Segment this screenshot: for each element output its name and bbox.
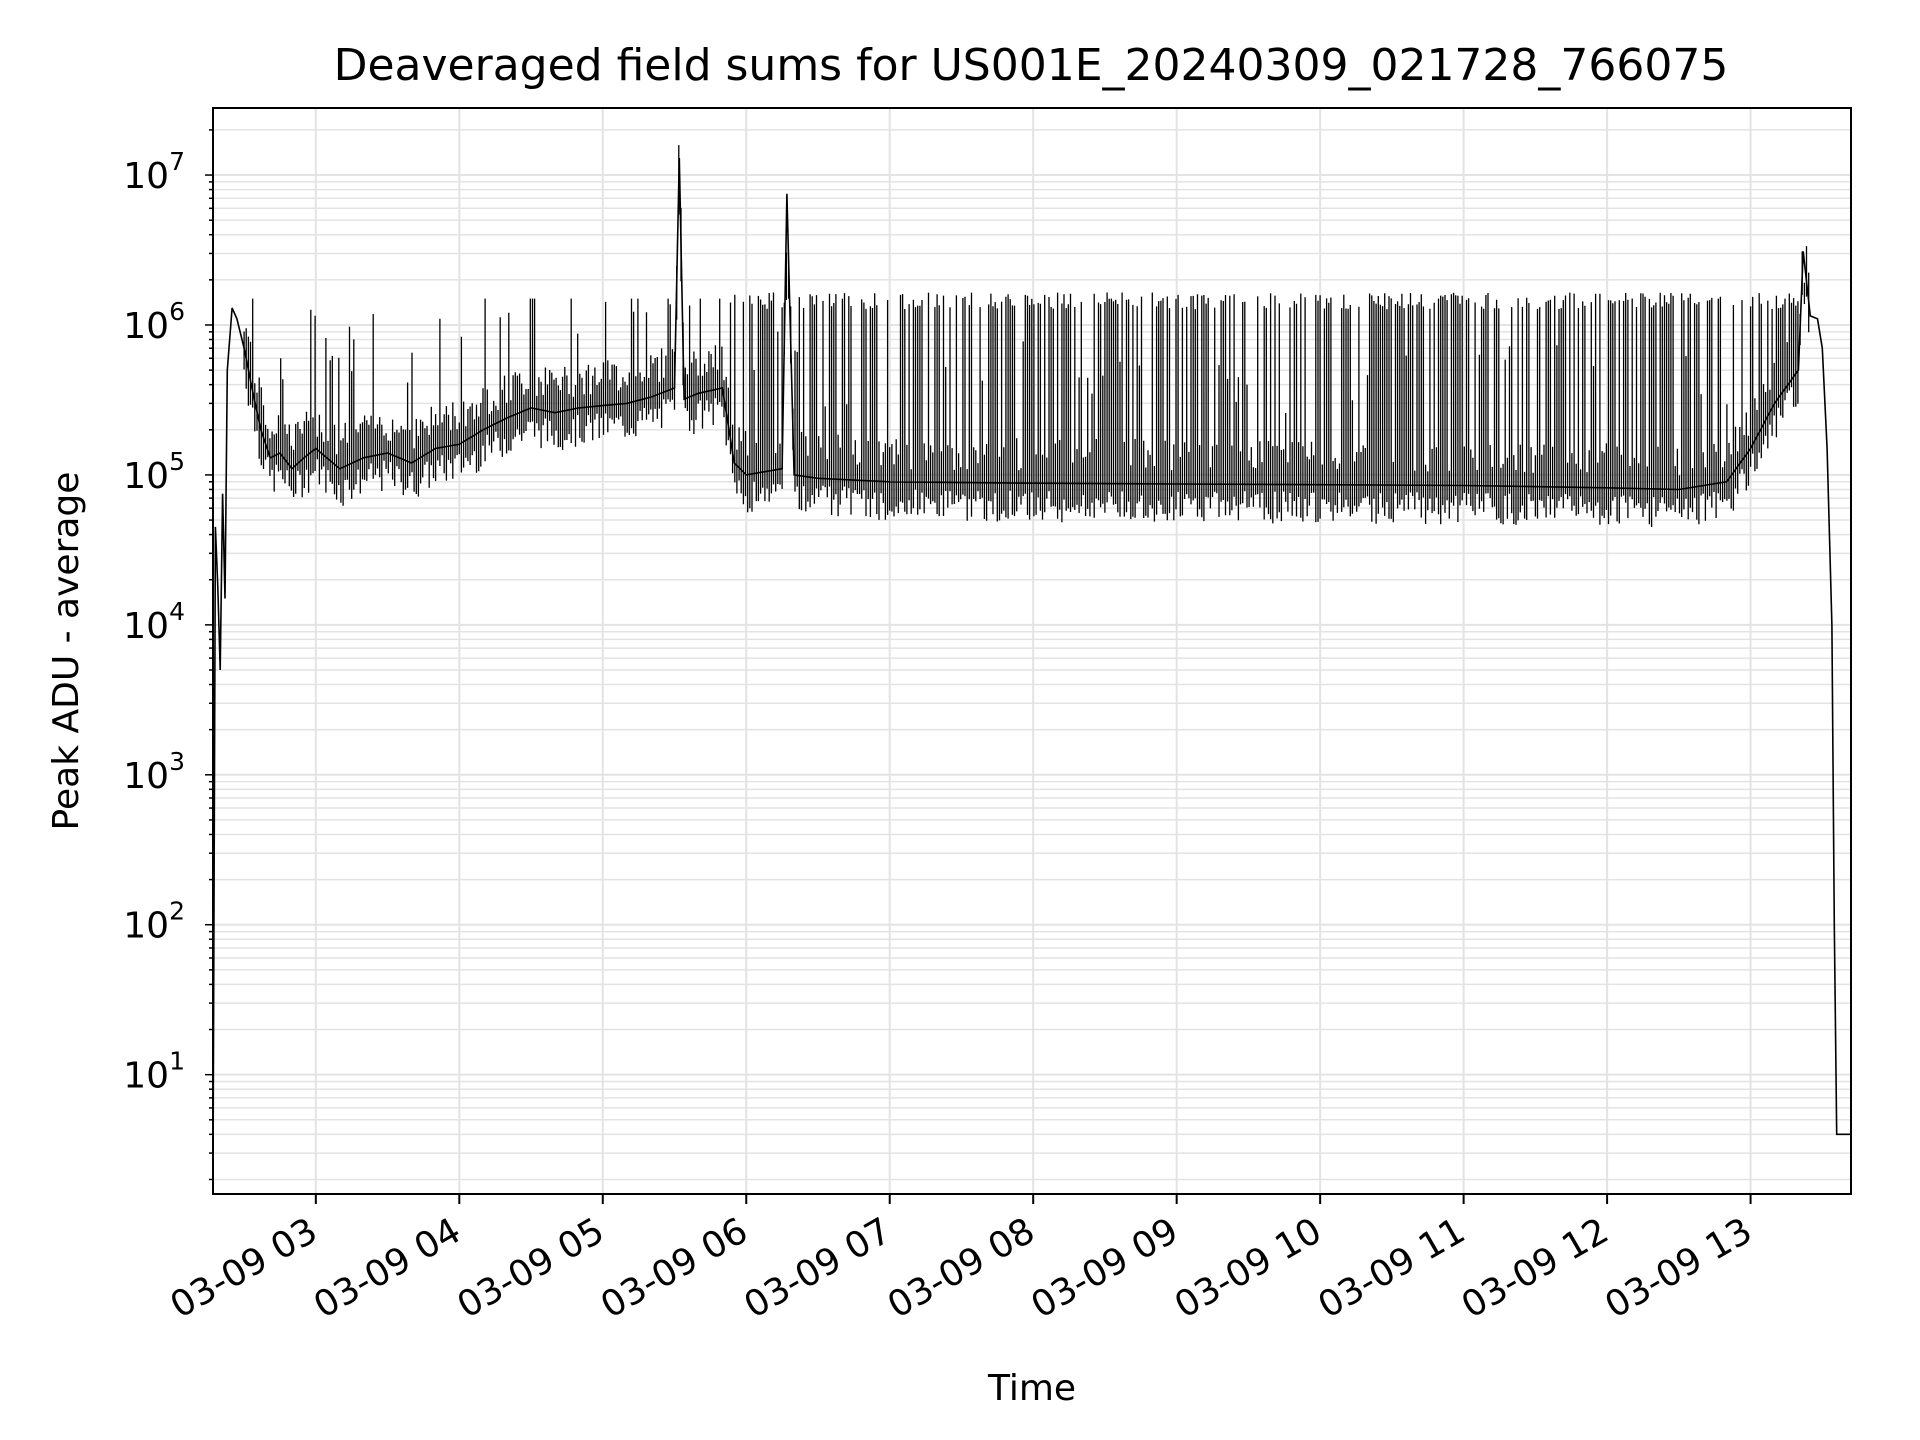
- y-tick-exponent: 5: [169, 447, 185, 476]
- y-tick-base: 10: [123, 306, 169, 347]
- y-tick-exponent: 1: [169, 1047, 185, 1076]
- y-tick-exponent: 4: [169, 597, 185, 626]
- y-tick-label: 104: [123, 597, 185, 647]
- y-tick-label: 105: [123, 447, 185, 497]
- plot-area: [212, 145, 1851, 1180]
- y-tick-exponent: 6: [169, 297, 185, 326]
- y-tick-base: 10: [123, 756, 169, 797]
- series-noise: [243, 145, 1810, 527]
- y-tick-label: 102: [123, 897, 185, 947]
- y-tick-base: 10: [123, 156, 169, 197]
- chart-title: Deaveraged field sums for US001E_2024030…: [334, 40, 1729, 91]
- axes-frame: [212, 107, 1852, 1195]
- y-tick-label: 101: [123, 1047, 185, 1097]
- y-tick-base: 10: [123, 906, 169, 947]
- y-tick-base: 10: [123, 606, 169, 647]
- x-axis-label: Time: [987, 1368, 1076, 1409]
- y-tick-exponent: 3: [169, 747, 185, 776]
- y-tick-base: 10: [123, 1056, 169, 1097]
- y-tick-label: 107: [123, 147, 185, 197]
- y-tick-label: 106: [123, 297, 185, 347]
- y-axis-label: Peak ADU - average: [46, 472, 87, 831]
- y-tick-label: 103: [123, 747, 185, 797]
- y-tick-exponent: 7: [169, 147, 185, 176]
- y-tick-exponent: 2: [169, 897, 185, 926]
- y-tick-base: 10: [123, 456, 169, 497]
- grid: [213, 108, 1851, 1194]
